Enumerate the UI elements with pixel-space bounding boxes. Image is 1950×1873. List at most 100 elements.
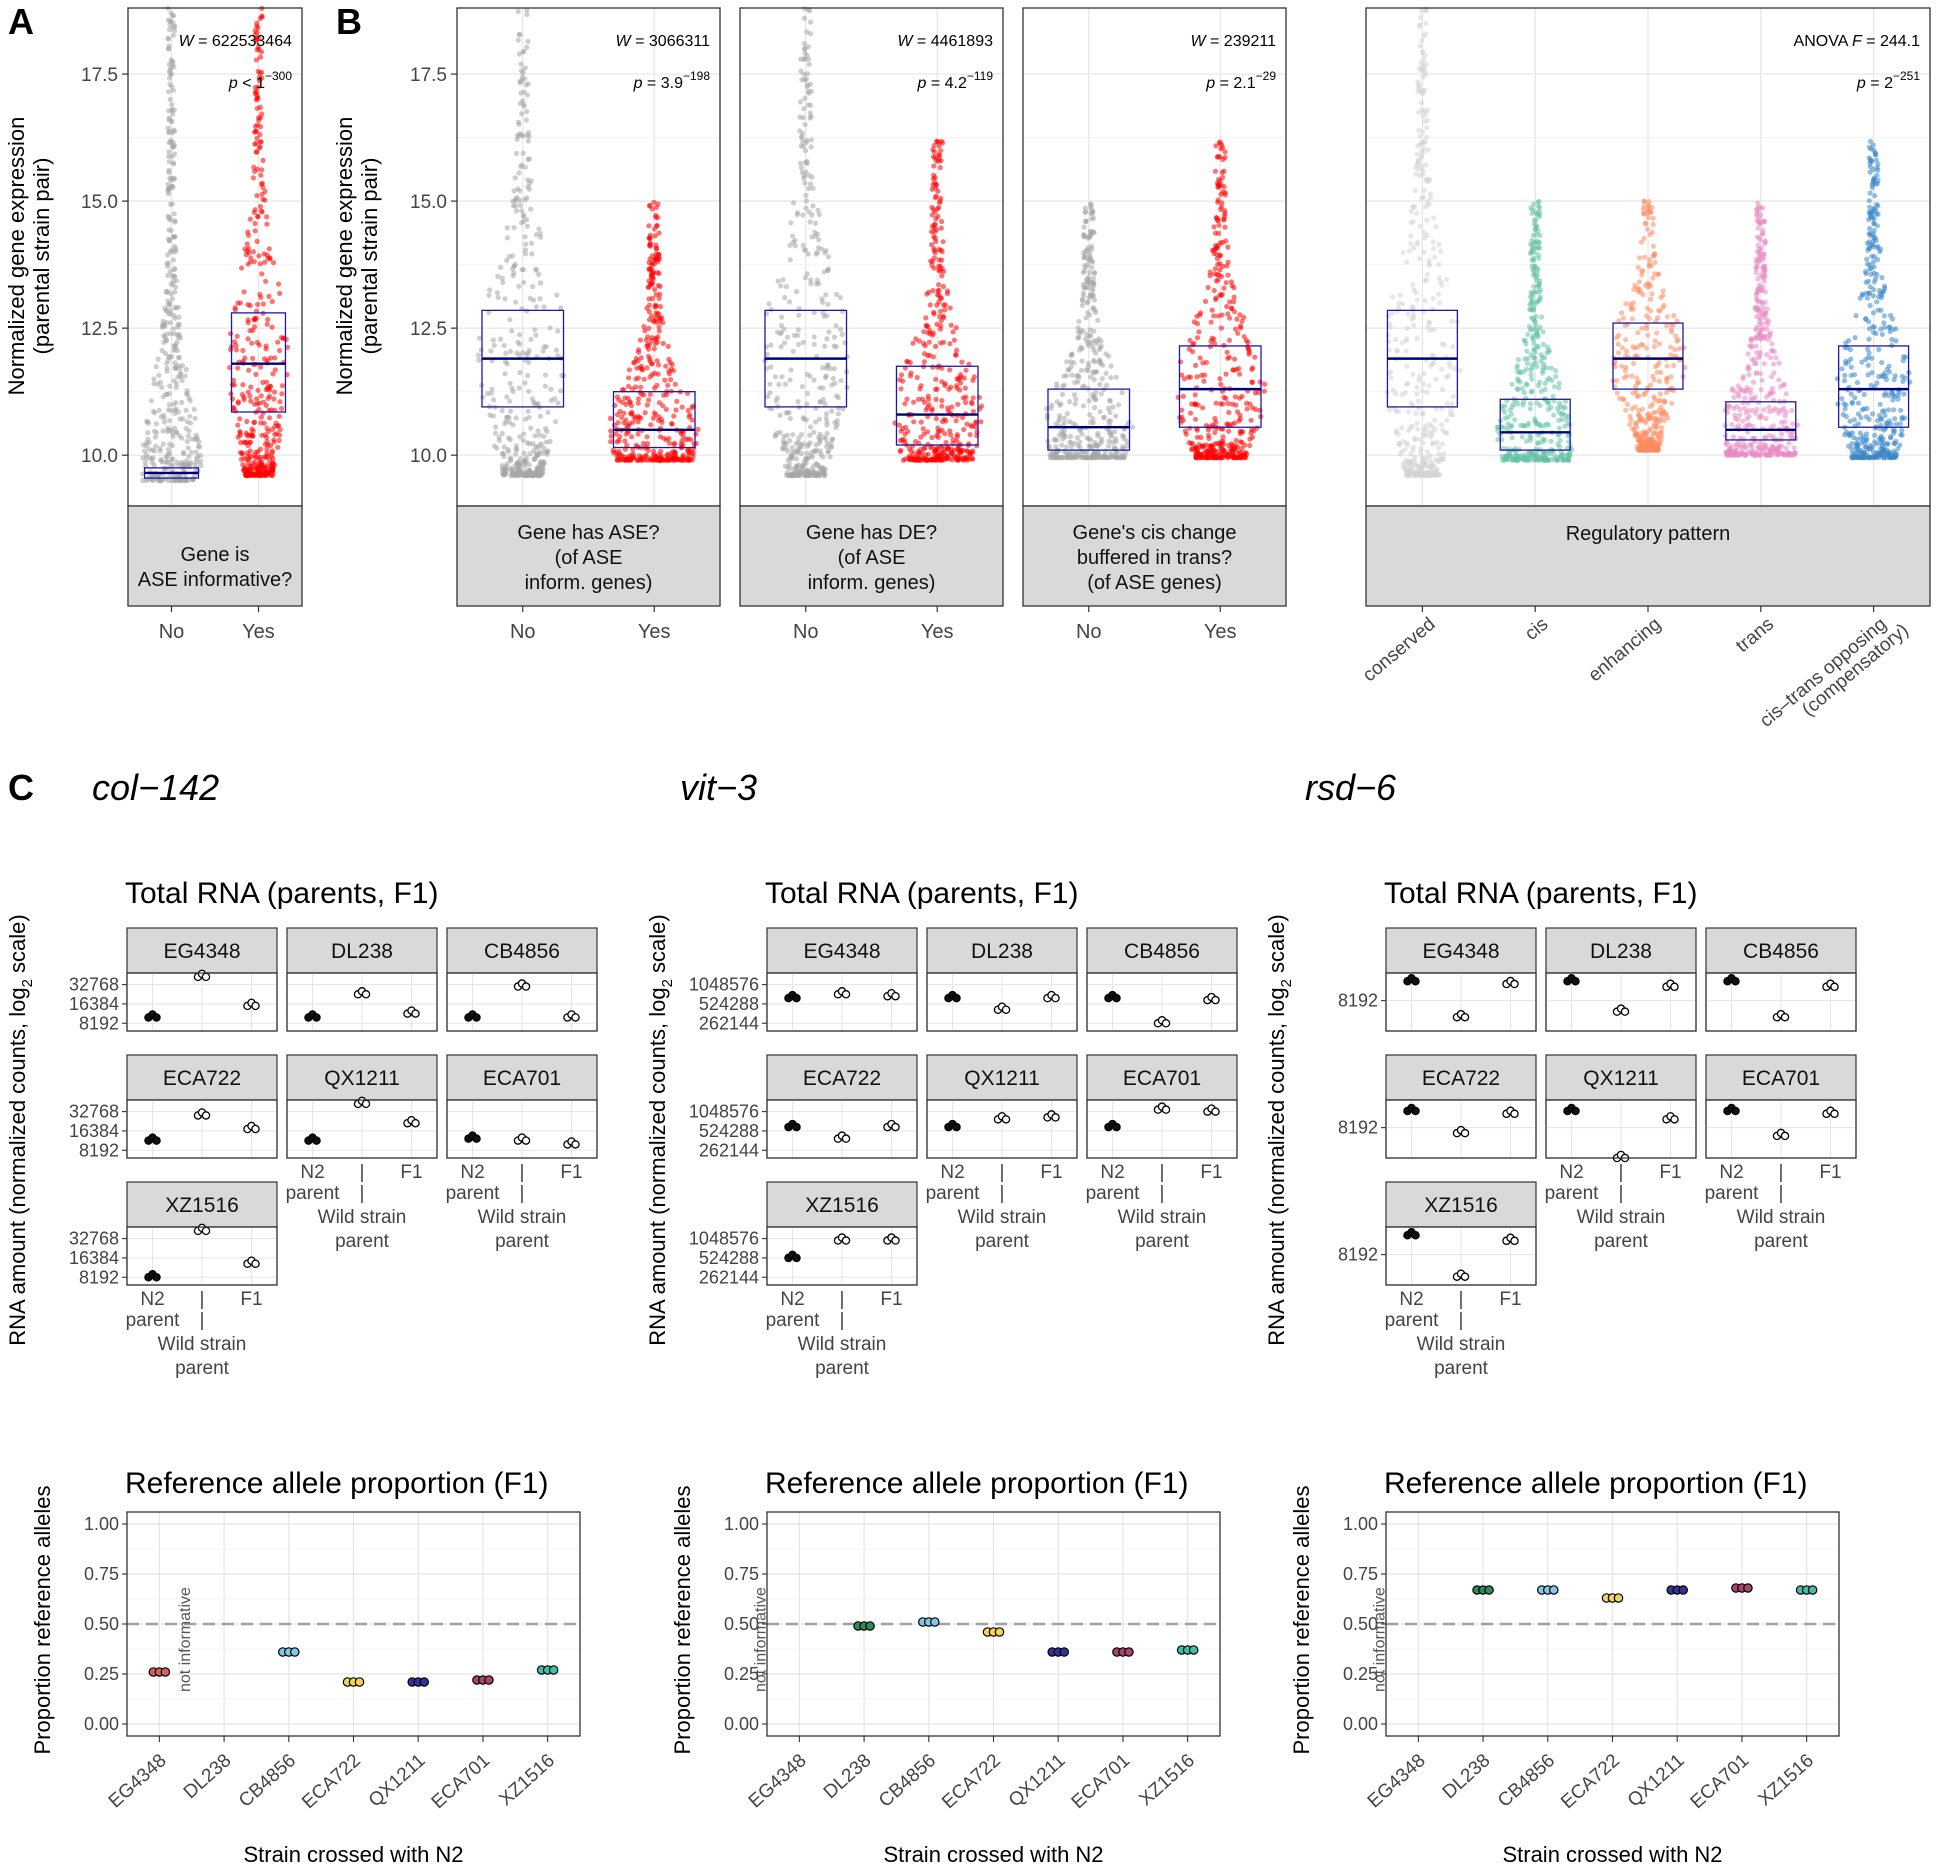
data-point bbox=[517, 100, 523, 106]
data-point bbox=[1119, 390, 1125, 396]
data-point bbox=[284, 344, 291, 350]
data-point bbox=[526, 388, 532, 394]
data-point bbox=[778, 344, 784, 350]
data-point bbox=[1538, 388, 1544, 394]
data-point bbox=[654, 382, 660, 388]
data-point bbox=[508, 348, 514, 355]
data-point bbox=[1671, 362, 1677, 369]
data-point bbox=[1250, 365, 1256, 371]
data-point bbox=[172, 234, 178, 240]
data-point bbox=[148, 398, 155, 404]
data-point bbox=[235, 434, 241, 440]
data-point bbox=[1644, 226, 1651, 232]
data-point bbox=[1425, 147, 1431, 153]
data-point bbox=[1203, 448, 1209, 454]
data-point bbox=[621, 420, 627, 426]
data-point bbox=[1646, 263, 1652, 269]
data-point bbox=[168, 18, 174, 24]
data-point bbox=[1659, 425, 1665, 431]
data-point bbox=[522, 65, 528, 71]
data-point bbox=[1415, 426, 1421, 432]
data-point bbox=[663, 363, 669, 369]
data-point bbox=[950, 329, 956, 335]
data-point bbox=[171, 211, 177, 217]
data-point bbox=[1635, 288, 1641, 294]
data-point bbox=[805, 443, 811, 449]
data-point bbox=[1083, 285, 1089, 291]
data-point bbox=[503, 350, 509, 356]
data-point bbox=[1614, 335, 1620, 341]
data-point bbox=[628, 403, 635, 409]
data-point bbox=[931, 309, 937, 315]
data-point bbox=[831, 334, 838, 340]
data-point bbox=[1229, 401, 1235, 407]
data-point bbox=[517, 456, 524, 462]
data-point bbox=[1640, 206, 1646, 213]
data-point bbox=[669, 421, 675, 427]
data-point bbox=[155, 381, 161, 387]
data-point bbox=[648, 266, 654, 272]
data-point bbox=[265, 316, 271, 323]
data-point bbox=[171, 107, 177, 113]
data-point bbox=[1129, 424, 1136, 430]
data-point bbox=[915, 396, 922, 402]
data-point bbox=[934, 138, 940, 144]
data-point bbox=[1423, 20, 1429, 26]
data-point bbox=[1235, 409, 1241, 415]
data-point bbox=[227, 331, 234, 337]
data-point bbox=[941, 302, 947, 308]
data-point bbox=[1509, 381, 1515, 387]
data-point bbox=[1046, 443, 1052, 449]
data-point bbox=[921, 329, 927, 335]
data-point bbox=[934, 302, 940, 308]
data-point bbox=[1438, 248, 1444, 254]
data-point bbox=[1414, 384, 1420, 390]
data-point bbox=[178, 461, 185, 467]
data-point bbox=[166, 89, 172, 95]
y-tick-label: 17.5 bbox=[410, 65, 447, 86]
data-point bbox=[191, 406, 197, 412]
data-point bbox=[1647, 403, 1654, 410]
data-point bbox=[653, 454, 659, 460]
data-point bbox=[1533, 313, 1539, 320]
data-point bbox=[689, 449, 695, 455]
data-point bbox=[818, 246, 825, 252]
data-point bbox=[259, 167, 265, 173]
data-point bbox=[1217, 252, 1223, 258]
data-point bbox=[526, 462, 532, 468]
data-point bbox=[1522, 456, 1528, 463]
data-point bbox=[1551, 384, 1557, 390]
data-point bbox=[817, 437, 824, 444]
data-point bbox=[1205, 284, 1211, 291]
strip-text: (of ASE bbox=[838, 547, 906, 569]
data-point bbox=[794, 449, 801, 455]
data-point bbox=[909, 443, 916, 449]
data-point bbox=[1237, 416, 1243, 422]
data-point bbox=[555, 353, 561, 359]
data-point bbox=[935, 434, 941, 440]
data-point bbox=[267, 467, 273, 473]
data-point bbox=[509, 385, 515, 391]
data-point bbox=[513, 150, 520, 156]
data-point bbox=[247, 259, 254, 265]
data-point bbox=[1639, 272, 1645, 278]
data-point bbox=[506, 419, 513, 425]
data-point bbox=[509, 470, 516, 476]
data-point bbox=[1419, 8, 1425, 14]
strip-text: Gene's cis change bbox=[1073, 522, 1237, 544]
data-point bbox=[532, 470, 538, 477]
data-point bbox=[254, 135, 260, 141]
data-point bbox=[788, 367, 794, 373]
data-point bbox=[187, 420, 194, 426]
data-point bbox=[953, 418, 959, 424]
data-point bbox=[811, 341, 817, 347]
data-point bbox=[174, 339, 180, 345]
data-point bbox=[1217, 154, 1223, 160]
data-point bbox=[798, 160, 804, 166]
data-point bbox=[1215, 199, 1221, 205]
data-point bbox=[1063, 444, 1069, 450]
x-tick-label: Yes bbox=[1204, 621, 1237, 643]
data-point bbox=[1417, 223, 1423, 229]
data-point bbox=[169, 296, 176, 302]
